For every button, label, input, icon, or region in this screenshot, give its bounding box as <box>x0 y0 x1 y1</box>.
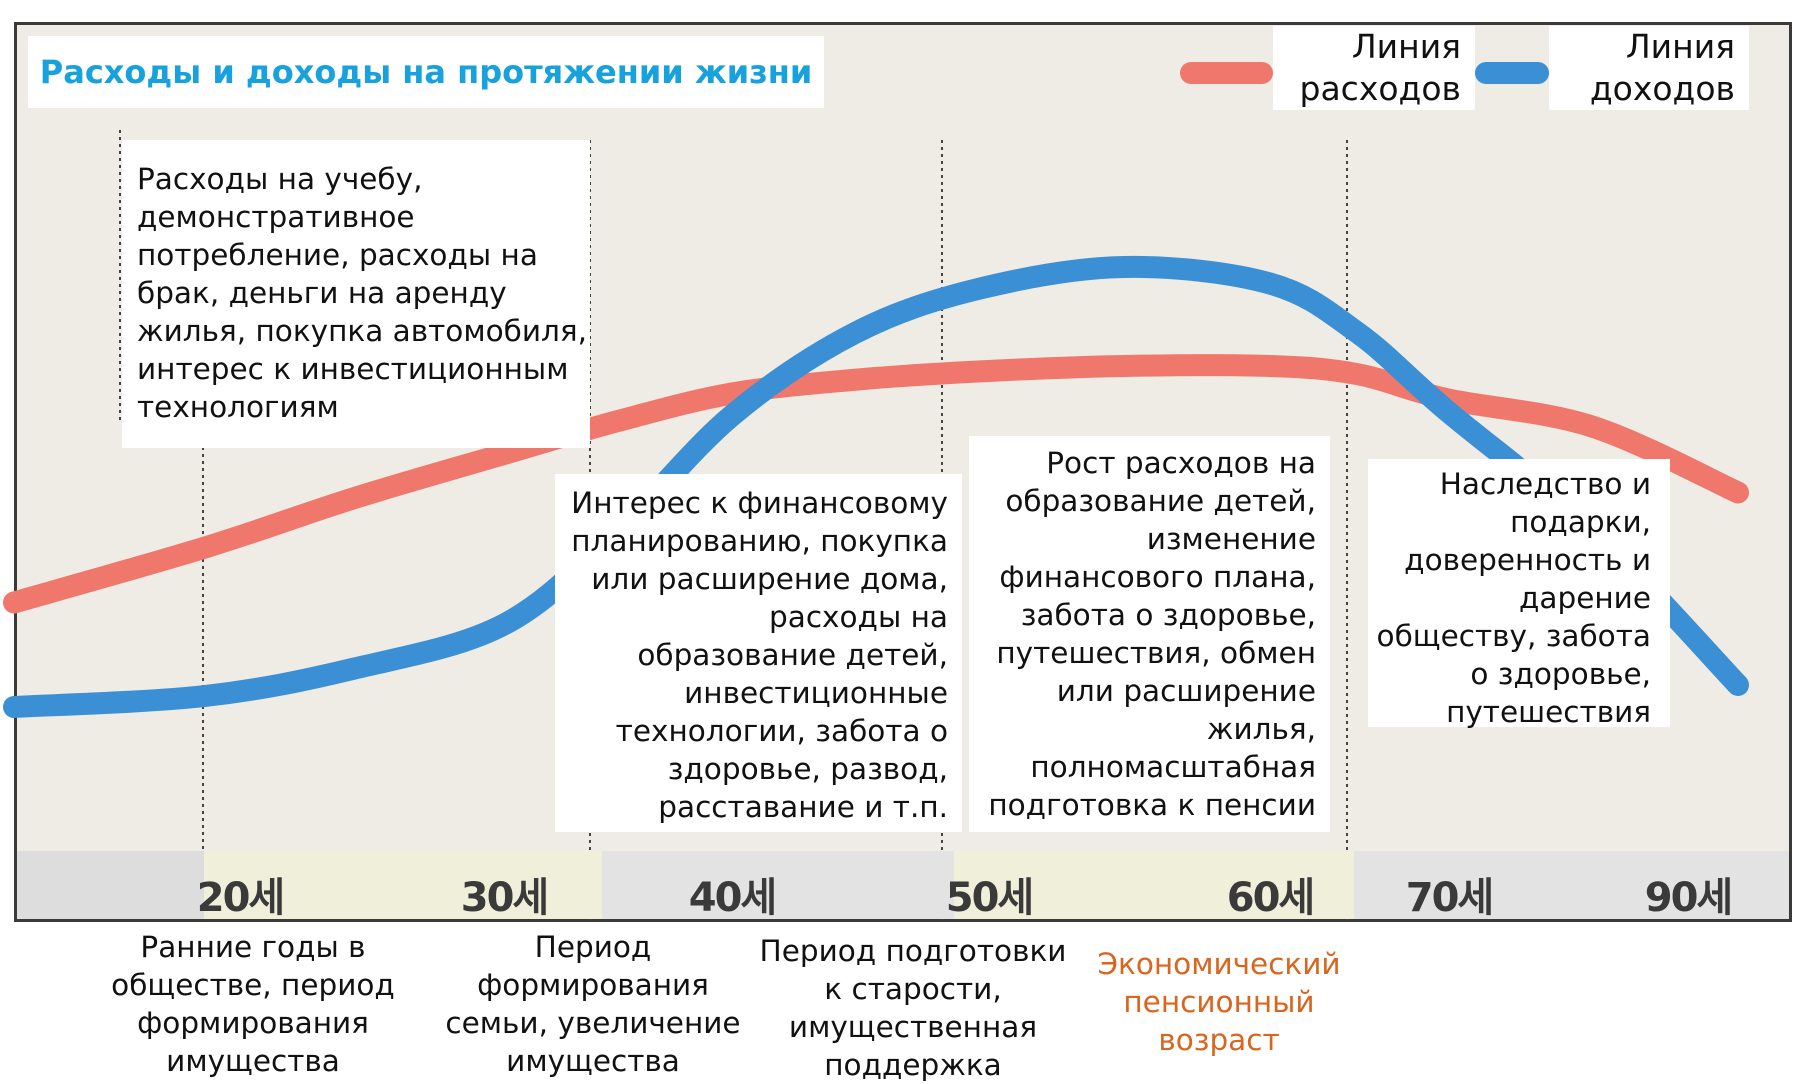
text-line: изменение <box>1146 522 1316 556</box>
stage-label-retirement: Экономический пенсионный возраст <box>1097 945 1340 1059</box>
income-line <box>3 255 1749 718</box>
text-line: Расходы на учебу, <box>137 162 423 196</box>
x-tick-label: 30세 <box>460 875 549 921</box>
text-line: технологии, забота о <box>615 714 948 748</box>
text-line: обществе, период <box>111 968 395 1002</box>
text-line: к старости, <box>824 972 1002 1006</box>
stage-label-family: Период формирования семьи, увеличение имуще… <box>445 928 740 1080</box>
chart-title: Расходы и доходы на протяжении жизни <box>39 53 813 91</box>
text-line: Наследство и <box>1439 467 1651 501</box>
text-line: или расширение <box>1056 674 1316 708</box>
text-line: подарки, <box>1510 505 1651 539</box>
text-line: образование детей, <box>1005 484 1316 518</box>
text-line: дарение <box>1519 581 1651 615</box>
text-line: Ранние годы в <box>140 930 366 964</box>
text-line: Период <box>534 930 652 964</box>
text-line: имущества <box>166 1044 340 1078</box>
text-line: Рост расходов на <box>1046 446 1316 480</box>
note-family-period: Интерес к финансовому планированию, покуп… <box>555 474 962 832</box>
legend-expense-swatch <box>1180 62 1273 84</box>
text-line: формирования <box>137 1006 369 1040</box>
legend-income-label: Линия доходов <box>1549 26 1749 110</box>
stage-label-early: Ранние годы в обществе, период формировани… <box>111 928 395 1080</box>
x-tick-label: 50세 <box>945 875 1034 921</box>
text-line: формирования <box>477 968 709 1002</box>
text-line: доверенность и <box>1404 543 1651 577</box>
text-line: образование детей, <box>637 638 948 672</box>
text-line: расходы на <box>769 600 948 634</box>
text-line: о здоровье, <box>1470 657 1651 691</box>
text-line: семьи, увеличение <box>445 1006 741 1040</box>
legend-expense-label: Линия расходов <box>1273 26 1475 110</box>
text-line: путешествия, обмен <box>996 636 1316 670</box>
chart-title-box: Расходы и доходы на протяжении жизни <box>28 36 824 108</box>
age-axis-band <box>17 851 1789 919</box>
series-lines <box>3 255 1749 718</box>
band-segment <box>954 851 1354 919</box>
text-line: полномасштабная <box>1030 750 1316 784</box>
text-line: инвестиционные <box>684 676 948 710</box>
text-line: или расширение дома, <box>591 562 948 596</box>
note-pre-retirement: Рост расходов на образование детей, измене… <box>969 436 1330 832</box>
text-line: планированию, покупка <box>571 524 948 558</box>
band-segment <box>204 851 602 919</box>
text-line: Экономический <box>1097 947 1341 981</box>
text-line: имущества <box>506 1044 680 1078</box>
x-tick-label: 60세 <box>1226 875 1315 921</box>
text-line: забота о здоровье, <box>1020 598 1316 632</box>
text-line: Период подготовки <box>759 934 1067 968</box>
x-tick-label: 70세 <box>1405 875 1494 921</box>
text-line: обществу, забота <box>1376 619 1651 653</box>
x-tick-label: 40세 <box>688 875 777 921</box>
text-line: путешествия <box>1446 695 1651 729</box>
band-segment <box>602 851 954 919</box>
text-line: подготовка к пенсии <box>988 788 1316 822</box>
text-line: демонстративное <box>137 200 415 234</box>
text-line: потребление, расходы на <box>137 238 538 272</box>
text-line: жилья, покупка автомобиля, <box>137 314 588 348</box>
text-line: пенсионный <box>1123 985 1315 1019</box>
text-line: финансового плана, <box>999 560 1316 594</box>
text-line: расставание и т.п. <box>658 790 948 824</box>
text-line: технологиям <box>137 390 339 424</box>
stage-dividers <box>119 130 1348 920</box>
text-line: брак, деньги на аренду <box>137 276 507 310</box>
text-line: здоровье, развод, <box>667 752 948 786</box>
band-segment <box>17 851 204 919</box>
note-early-years: Расходы на учебу, демонстративное потребле… <box>122 140 590 448</box>
text-line: интерес к инвестиционным <box>137 352 569 386</box>
text-line: жилья, <box>1206 712 1316 746</box>
note-retirement: Наследство и подарки, доверенность и дарени… <box>1368 459 1670 729</box>
x-tick-label: 20세 <box>196 875 285 921</box>
text-line: Интерес к финансовому <box>571 486 948 520</box>
legend-income-swatch <box>1475 62 1549 84</box>
text-line: имущественная <box>788 1010 1038 1044</box>
text-line: поддержка <box>824 1048 1002 1082</box>
x-tick-label: 90세 <box>1644 875 1733 921</box>
band-segment <box>1354 851 1789 919</box>
stage-label-preparation: Период подготовки к старости, имущественна… <box>760 932 1067 1084</box>
text-line: возраст <box>1158 1023 1280 1057</box>
